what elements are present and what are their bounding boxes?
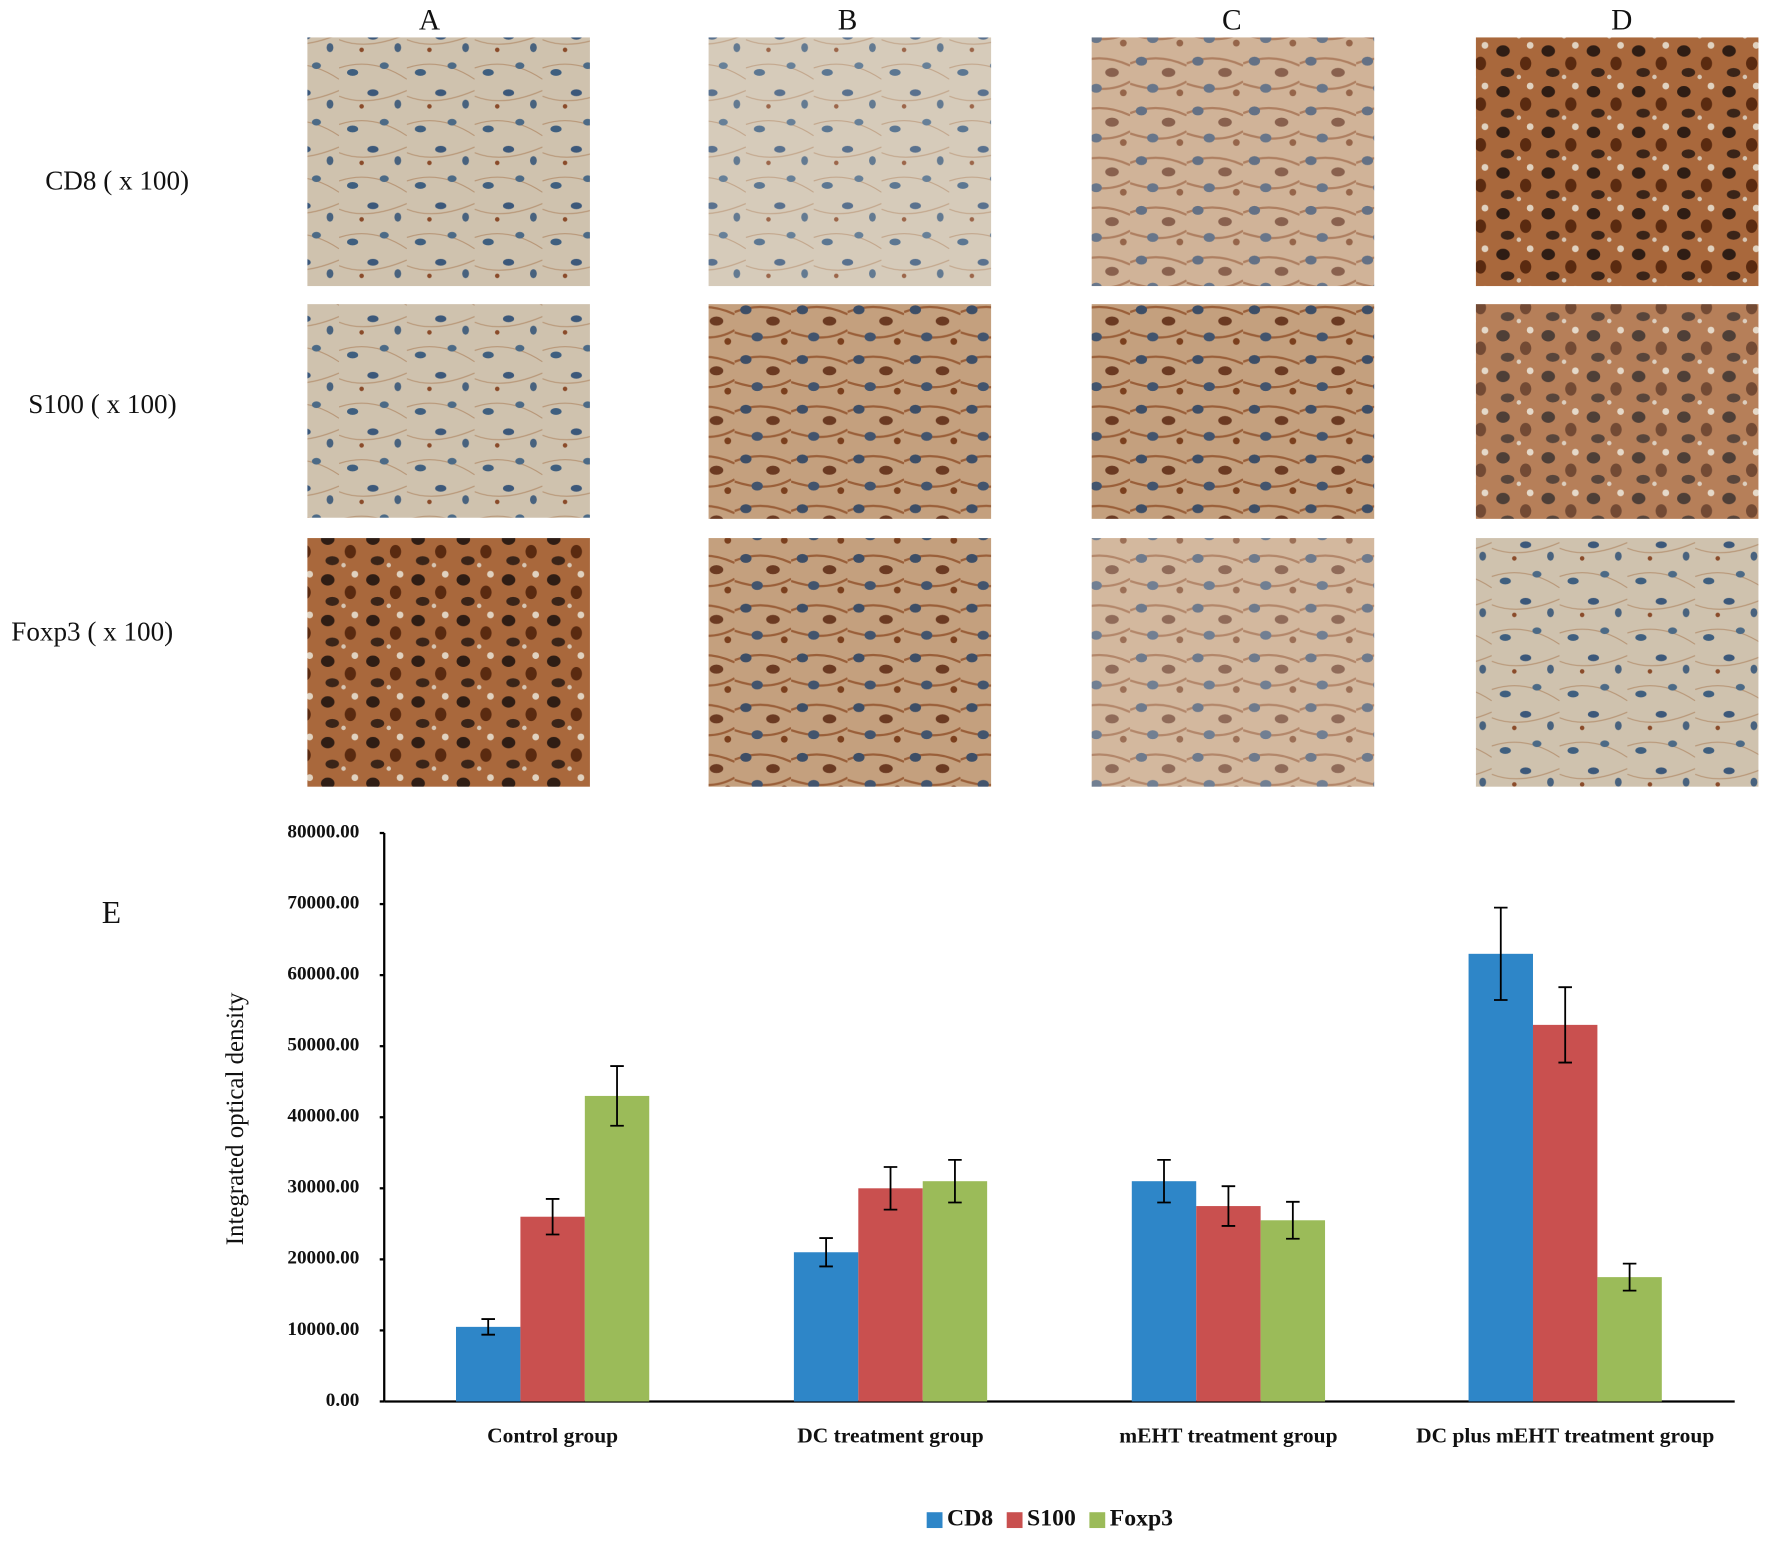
y-tick-label: 30000.00	[287, 1177, 359, 1198]
legend-swatch	[1006, 1512, 1023, 1529]
bar	[1131, 1181, 1197, 1402]
plot: 0.00 10000.00 20000.00 30000.00 40000.00 5000…	[287, 821, 1735, 1532]
micrograph	[307, 538, 590, 787]
error-bar	[1493, 906, 1508, 1001]
bar	[1468, 953, 1533, 1402]
panel-label: E	[102, 895, 121, 930]
error-bar	[1286, 1200, 1300, 1240]
legend-label: Foxp3	[1110, 1506, 1173, 1532]
column-label: A	[419, 4, 440, 36]
x-tick-label: Control group	[487, 1424, 618, 1448]
y-tick-label: 20000.00	[287, 1248, 359, 1269]
micrograph	[708, 37, 992, 287]
micrograph	[307, 37, 590, 287]
legend-label: CD8	[947, 1506, 993, 1532]
column-label: C	[1222, 4, 1242, 36]
micrograph	[1091, 538, 1375, 787]
bar	[1196, 1206, 1261, 1402]
bar	[922, 1181, 988, 1402]
error-bar	[819, 1237, 833, 1268]
error-bar	[1157, 1158, 1171, 1204]
bar	[520, 1216, 585, 1402]
y-tick-label: 10000.00	[287, 1319, 359, 1340]
error-bar	[1221, 1185, 1236, 1227]
row-label: CD8 ( x 100)	[45, 165, 189, 195]
y-tick-label: 40000.00	[287, 1106, 359, 1127]
bar	[1597, 1277, 1662, 1402]
x-tick-label: DC treatment group	[797, 1424, 983, 1448]
x-tick-label: DC plus mEHT treatment group	[1416, 1424, 1714, 1448]
micrograph	[708, 538, 992, 787]
micrographs	[307, 37, 1759, 787]
error-bar	[1622, 1262, 1637, 1292]
y-tick-label: 60000.00	[287, 964, 359, 985]
bar	[584, 1095, 650, 1402]
micrograph	[1091, 304, 1375, 519]
error-bar	[545, 1198, 560, 1236]
legend-label: S100	[1027, 1506, 1076, 1532]
bar	[1532, 1024, 1598, 1402]
error-bar	[948, 1158, 962, 1204]
error-bar	[1558, 986, 1572, 1064]
micrograph	[708, 304, 992, 519]
row-label: S100 ( x 100)	[28, 389, 176, 419]
column-label: B	[838, 4, 858, 36]
micrograph	[1475, 304, 1759, 519]
bar	[793, 1252, 859, 1402]
y-tick-label: 70000.00	[287, 892, 359, 913]
micrograph	[1475, 37, 1759, 287]
y-tick-label: 80000.00	[287, 821, 359, 842]
y-axis-label: Integrated optical density	[222, 992, 249, 1245]
bar	[858, 1188, 923, 1402]
micrograph	[1091, 37, 1375, 287]
column-label: D	[1611, 4, 1632, 36]
micrograph	[307, 304, 590, 518]
legend-swatch	[926, 1512, 943, 1529]
error-bar	[883, 1166, 898, 1211]
y-tick-label: 0.00	[326, 1390, 360, 1411]
error-bar	[610, 1065, 624, 1127]
bar	[455, 1326, 521, 1402]
row-label: Foxp3 ( x 100)	[11, 616, 173, 646]
legend-swatch	[1089, 1512, 1106, 1529]
bar	[1260, 1220, 1326, 1402]
y-tick-label: 50000.00	[287, 1035, 359, 1056]
error-bar	[481, 1318, 495, 1336]
x-tick-label: mEHT treatment group	[1119, 1424, 1337, 1448]
micrograph	[1475, 538, 1759, 787]
